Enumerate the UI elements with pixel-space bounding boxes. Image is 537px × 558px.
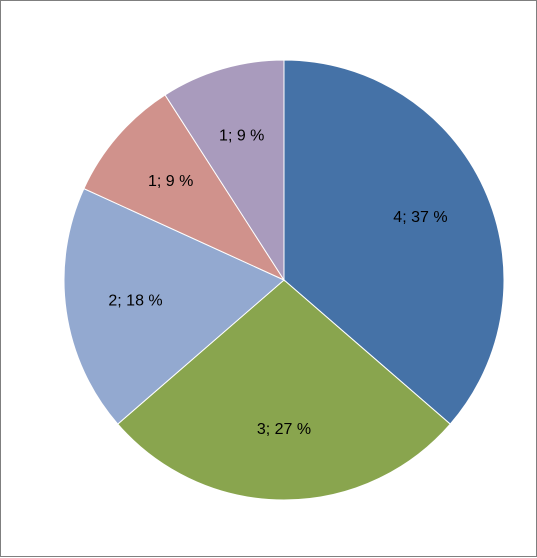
- data-label-2: 2; 18 %: [108, 293, 162, 310]
- data-label-4: 1; 9 %: [219, 127, 264, 144]
- data-label-1: 3; 27 %: [257, 421, 311, 438]
- pie-slice-0: [283, 59, 505, 425]
- pie-slice-4: [164, 59, 285, 282]
- pie-slice-1: [117, 279, 451, 501]
- data-label-0: 4; 37 %: [393, 209, 447, 226]
- pie-slice-3: [83, 94, 286, 282]
- data-label-3: 1; 9 %: [148, 173, 193, 190]
- pie-slice-2: [63, 187, 285, 425]
